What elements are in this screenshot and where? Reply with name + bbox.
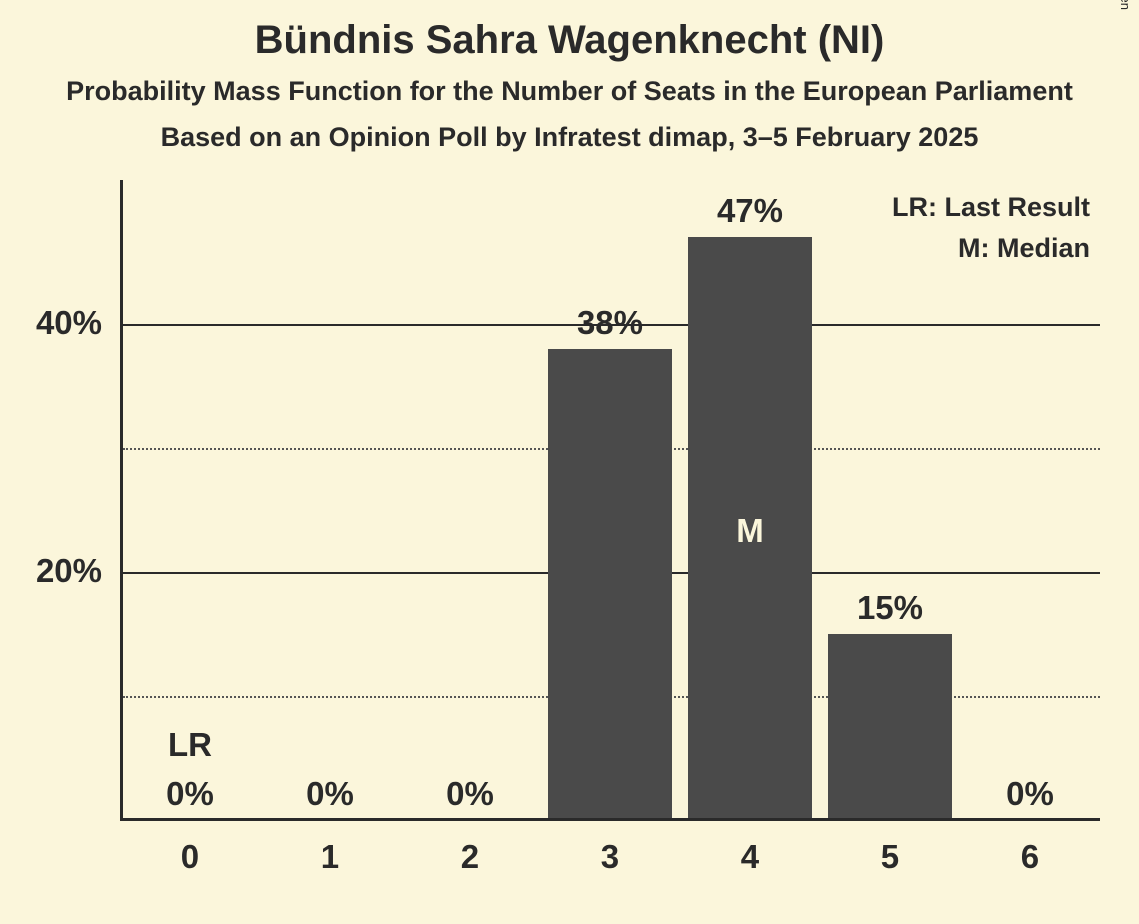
y-tick-label: 20% [0, 552, 102, 590]
y-axis [120, 180, 123, 820]
y-tick-label: 40% [0, 304, 102, 342]
chart-subtitle-1: Probability Mass Function for the Number… [0, 76, 1139, 107]
bar-value-label: 0% [408, 775, 531, 813]
bar-value-label: 47% [688, 192, 811, 230]
x-tick-label: 2 [408, 838, 531, 876]
copyright-text: © 2025 Filip van Laenen [1118, 0, 1133, 10]
bar-value-label: 0% [968, 775, 1091, 813]
bar [548, 349, 671, 818]
chart-title: Bündnis Sahra Wagenknecht (NI) [0, 18, 1139, 63]
bar-value-label: 15% [828, 589, 951, 627]
x-tick-label: 6 [968, 838, 1091, 876]
median-marker: M [688, 512, 811, 550]
bar-value-label: 0% [128, 775, 251, 813]
plot-area: 0%LR0%0%38%47%M15%0%LR: Last ResultM: Me… [120, 200, 1100, 820]
x-tick-label: 1 [268, 838, 391, 876]
legend-median: M: Median [958, 233, 1090, 264]
x-axis [120, 818, 1100, 821]
x-tick-label: 5 [828, 838, 951, 876]
x-tick-label: 4 [688, 838, 811, 876]
lr-marker: LR [128, 726, 251, 764]
x-tick-label: 3 [548, 838, 671, 876]
legend-lr: LR: Last Result [892, 192, 1090, 223]
bar-value-label: 0% [268, 775, 391, 813]
bar [828, 634, 951, 818]
x-tick-label: 0 [128, 838, 251, 876]
bar-value-label: 38% [548, 304, 671, 342]
chart-subtitle-2: Based on an Opinion Poll by Infratest di… [0, 122, 1139, 153]
